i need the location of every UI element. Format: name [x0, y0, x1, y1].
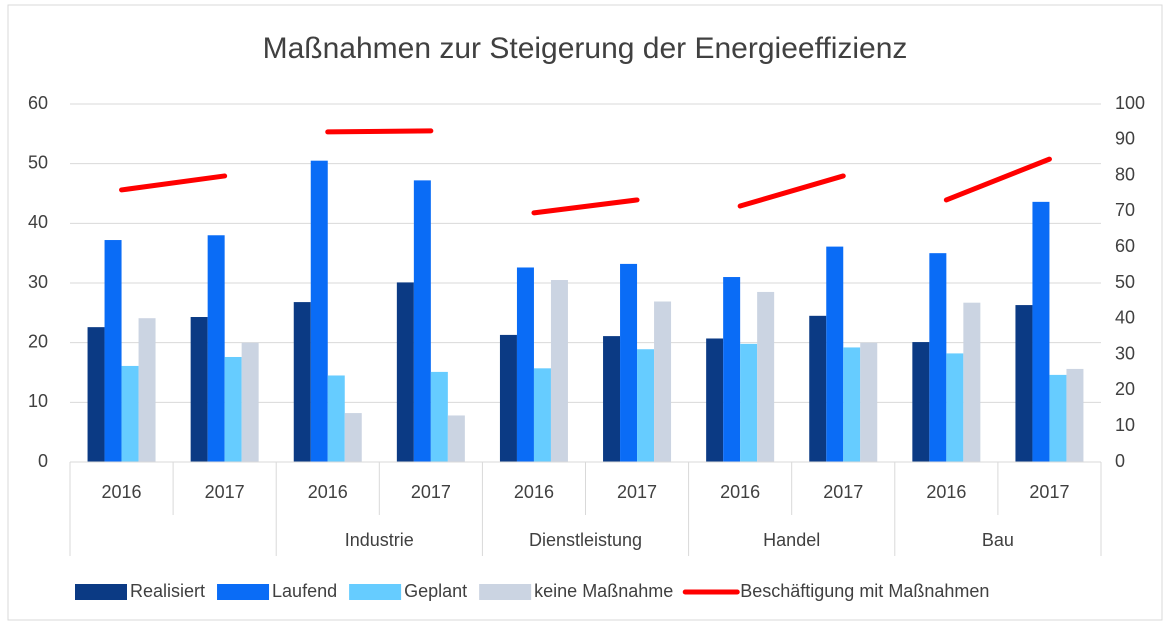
bar	[87, 327, 105, 462]
legend-swatch	[479, 584, 532, 600]
bar	[138, 318, 156, 462]
bar	[637, 349, 655, 462]
bar	[121, 365, 139, 462]
bar	[809, 315, 827, 462]
y-tick-label: 60	[28, 93, 48, 113]
bar	[929, 253, 947, 462]
legend-label: Geplant	[404, 581, 467, 601]
y2-tick-label: 70	[1115, 200, 1135, 220]
bar	[706, 338, 724, 462]
x-tick-label: 2017	[411, 482, 451, 502]
x-tick-label: 2016	[514, 482, 554, 502]
legend-label: Realisiert	[130, 581, 205, 601]
y2-tick-label: 100	[1115, 93, 1145, 113]
x-tick-label: 2017	[205, 482, 245, 502]
x-tick-label: 2016	[308, 482, 348, 502]
chart-title: Maßnahmen zur Steigerung der Energieeffi…	[263, 32, 908, 65]
bar	[946, 353, 964, 462]
bar	[516, 267, 534, 462]
legend-label: Laufend	[272, 581, 337, 601]
line-segment	[119, 173, 228, 193]
bar	[224, 356, 242, 462]
bar	[550, 280, 568, 462]
line-segment	[531, 197, 640, 216]
bar	[757, 291, 775, 462]
chart-frame	[7, 4, 1163, 621]
bar	[912, 342, 930, 462]
group-label: Industrie	[345, 530, 414, 550]
x-tick-label: 2016	[926, 482, 966, 502]
x-tick-label: 2017	[823, 482, 863, 502]
bar	[1032, 201, 1050, 462]
line-segment	[737, 173, 846, 209]
bar	[740, 343, 758, 462]
x-tick-label: 2016	[720, 482, 760, 502]
bar	[430, 371, 448, 462]
group-label: Dienstleistung	[529, 530, 642, 550]
line-segment	[325, 128, 434, 135]
line-segment	[943, 156, 1052, 203]
bar	[396, 282, 414, 462]
legend-label: Beschäftigung mit Maßnahmen	[740, 581, 989, 601]
x-tick-label: 2016	[102, 482, 142, 502]
legend-swatch	[75, 584, 127, 600]
bar	[860, 342, 878, 462]
y2-tick-label: 40	[1115, 308, 1135, 328]
x-tick-label: 2017	[1029, 482, 1069, 502]
bar	[1015, 305, 1033, 462]
bar	[327, 375, 345, 462]
y2-tick-label: 30	[1115, 343, 1135, 363]
bar	[533, 368, 551, 462]
y-tick-label: 50	[28, 152, 48, 172]
y-tick-label: 10	[28, 391, 48, 411]
y2-tick-label: 0	[1115, 451, 1125, 471]
y2-tick-label: 20	[1115, 379, 1135, 399]
y-tick-label: 20	[28, 331, 48, 351]
y2-tick-label: 50	[1115, 272, 1135, 292]
bar	[241, 342, 259, 462]
bar	[654, 301, 672, 462]
bar	[603, 336, 621, 462]
bar	[963, 302, 981, 462]
bar	[826, 246, 844, 462]
bar	[207, 235, 225, 462]
bar	[310, 160, 328, 462]
legend-label: keine Maßnahme	[534, 581, 673, 601]
y2-tick-label: 10	[1115, 415, 1135, 435]
bar	[1066, 368, 1084, 462]
bar	[620, 263, 638, 462]
bar	[1049, 374, 1067, 462]
bar	[104, 240, 122, 462]
bar	[344, 413, 362, 462]
y-tick-label: 30	[28, 272, 48, 292]
bar	[293, 302, 311, 462]
legend-swatch	[349, 584, 402, 600]
bar	[843, 347, 861, 462]
y2-tick-label: 60	[1115, 236, 1135, 256]
bar	[413, 180, 431, 462]
x-tick-label: 2017	[617, 482, 657, 502]
bar	[190, 317, 208, 462]
y2-tick-label: 90	[1115, 129, 1135, 149]
bar	[447, 415, 465, 462]
group-label: Handel	[763, 530, 820, 550]
bar	[499, 334, 517, 462]
bar	[723, 277, 741, 462]
y2-tick-label: 80	[1115, 164, 1135, 184]
y-tick-label: 40	[28, 212, 48, 232]
legend-swatch	[217, 584, 270, 600]
y-tick-label: 0	[38, 451, 48, 471]
group-label: Bau	[982, 530, 1014, 550]
